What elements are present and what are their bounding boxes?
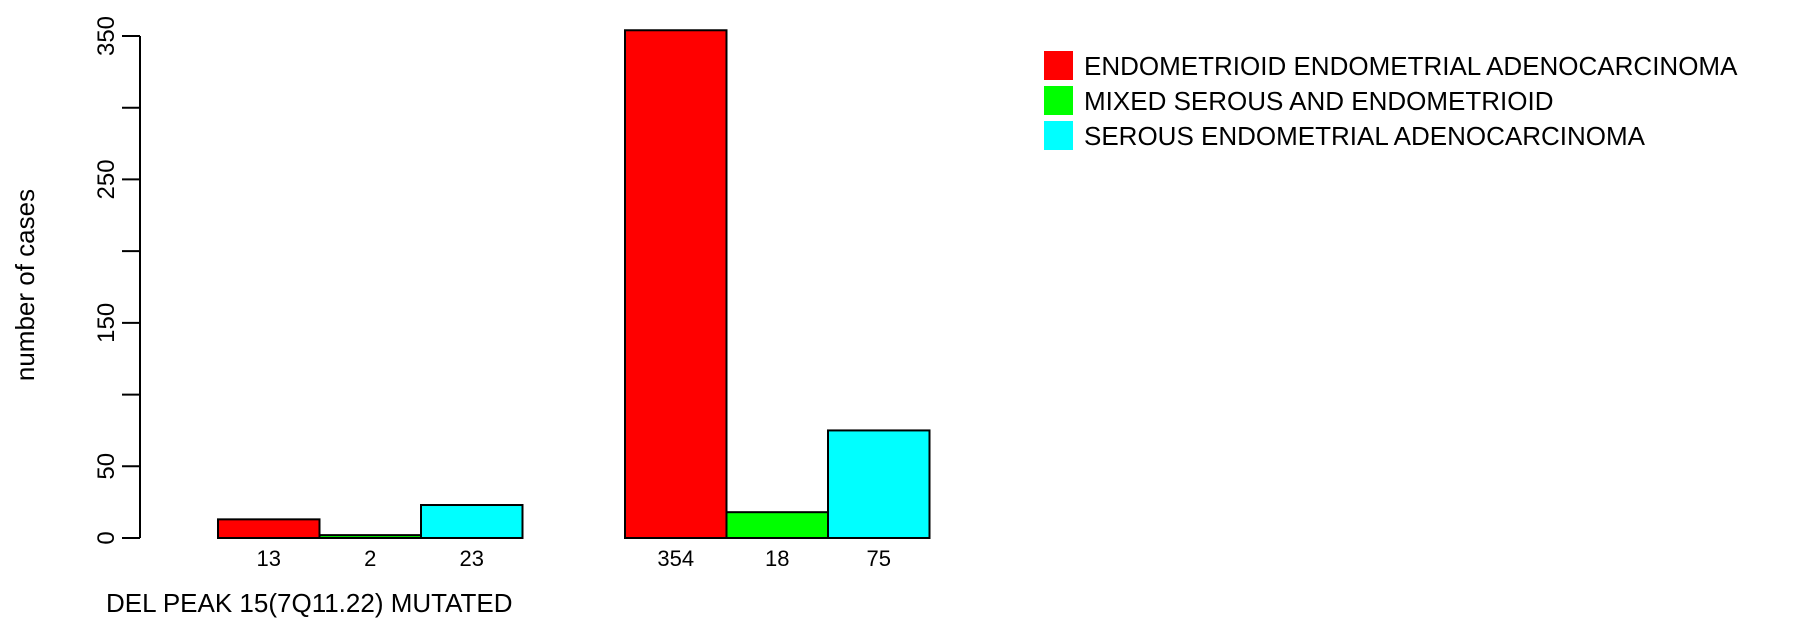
x-axis-title: DEL PEAK 15(7Q11.22) MUTATED bbox=[106, 588, 513, 618]
bar-value-label: 13 bbox=[257, 546, 281, 571]
bar-value-label: 2 bbox=[364, 546, 376, 571]
bar bbox=[725, 511, 829, 540]
bar-value-labels: 13 2 23 354 18 75 bbox=[257, 546, 891, 571]
y-tick-label: 350 bbox=[93, 16, 120, 56]
y-tick-label: 0 bbox=[93, 531, 120, 544]
bar-value-label: 354 bbox=[657, 546, 694, 571]
legend-label: SEROUS ENDOMETRIAL ADENOCARCINOMA bbox=[1084, 121, 1646, 151]
y-tick-label: 150 bbox=[93, 303, 120, 343]
bars-group bbox=[217, 29, 931, 540]
bar bbox=[318, 534, 422, 539]
bar-value-label: 23 bbox=[460, 546, 484, 571]
y-tick-label: 250 bbox=[93, 159, 120, 199]
y-axis: 0 50 150 250 350 bbox=[93, 16, 141, 545]
legend-swatch bbox=[1044, 51, 1073, 80]
y-axis-title: number of cases bbox=[10, 189, 40, 381]
bar-value-label: 18 bbox=[765, 546, 789, 571]
legend-label: MIXED SEROUS AND ENDOMETRIOID bbox=[1084, 86, 1554, 116]
legend-swatch bbox=[1044, 121, 1073, 150]
bar bbox=[624, 29, 728, 540]
bar bbox=[420, 504, 524, 539]
bar-value-label: 75 bbox=[867, 546, 891, 571]
legend-swatch bbox=[1044, 86, 1073, 115]
bar bbox=[827, 429, 931, 539]
y-tick-label: 50 bbox=[93, 453, 120, 480]
bar bbox=[217, 518, 321, 540]
legend: ENDOMETRIOID ENDOMETRIAL ADENOCARCINOMA M… bbox=[1044, 51, 1738, 151]
legend-label: ENDOMETRIOID ENDOMETRIAL ADENOCARCINOMA bbox=[1084, 51, 1738, 81]
